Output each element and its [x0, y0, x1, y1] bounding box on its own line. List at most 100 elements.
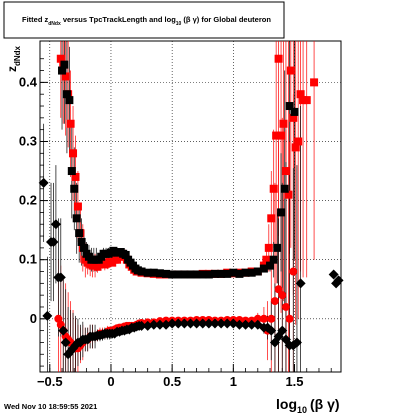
data-point-diamond	[277, 325, 288, 336]
axes: −0.5 0 0.5 1 1.5 0 0.1 0.2 0.3 0.4	[19, 58, 332, 389]
data-point-diamond	[216, 318, 227, 329]
data-point-diamond	[58, 325, 69, 336]
data-point-square	[277, 131, 286, 140]
data-point-diamond	[60, 337, 71, 348]
data-point-diamond	[246, 319, 257, 330]
data-point-diamond	[38, 177, 49, 188]
data-point-square	[60, 60, 69, 69]
data-point-square	[267, 214, 276, 223]
data-point-square	[277, 208, 286, 217]
data-point-square	[269, 255, 278, 264]
data-point-square	[229, 268, 238, 277]
data-point-square	[253, 267, 262, 276]
data-point-circle	[274, 285, 283, 294]
data-point-diamond	[240, 319, 251, 330]
data-point-diamond	[197, 318, 208, 329]
data-point-square	[192, 270, 201, 279]
data-point-square	[302, 96, 311, 105]
data-point-circle	[278, 291, 287, 300]
data-point-square	[279, 119, 288, 128]
data-point-diamond	[50, 219, 61, 230]
data-point-circle	[267, 314, 276, 323]
data-point-square	[62, 90, 71, 99]
x-tick-label: 0.5	[163, 374, 181, 389]
data-point-square	[180, 270, 189, 279]
y-tick-label: 0	[30, 311, 37, 326]
data-point-circle	[289, 267, 298, 276]
data-point-square	[269, 184, 278, 193]
data-point-square	[77, 237, 86, 246]
data-point-diamond	[295, 278, 306, 289]
timestamp: Wed Nov 10 18:59:55 2021	[4, 402, 97, 411]
data-point-square	[71, 172, 80, 181]
data-point-square	[272, 131, 281, 140]
x-tick-label: 0	[107, 374, 114, 389]
data-point-square	[75, 229, 84, 238]
data-point-square	[281, 167, 290, 176]
data-point-square	[280, 184, 289, 193]
data-point-square	[69, 149, 78, 158]
data-point-square	[149, 268, 158, 277]
data-point-square	[284, 190, 293, 199]
data-point-square	[223, 269, 232, 278]
data-point-diamond	[185, 318, 196, 329]
data-point-diamond	[167, 318, 178, 329]
data-point-diamond	[333, 275, 344, 286]
data-point-square	[137, 267, 146, 276]
data-point-diamond	[222, 318, 233, 329]
data-point-square	[264, 243, 273, 252]
data-point-diamond	[179, 318, 190, 329]
data-point-square	[65, 96, 74, 105]
data-point-diamond	[266, 325, 277, 336]
data-point-circle	[253, 314, 262, 323]
data-point-square	[66, 119, 75, 128]
data-point-circle	[259, 314, 268, 323]
data-point-diamond	[148, 319, 159, 330]
data-point-square	[155, 269, 164, 278]
data-point-diamond	[234, 319, 245, 330]
data-point-circle	[270, 297, 279, 306]
data-point-diamond	[154, 319, 165, 330]
data-point-square	[72, 214, 81, 223]
title-box	[3, 1, 285, 39]
data-point-square	[266, 261, 275, 270]
data-point-square	[289, 113, 298, 122]
data-point-square	[274, 54, 283, 63]
data-point-square	[235, 269, 244, 278]
x-axis-label: log10 (β γ)	[276, 396, 340, 414]
data-point-diamond	[173, 318, 184, 329]
data-point-square	[210, 269, 219, 278]
x-tick-label: 1	[230, 374, 237, 389]
data-point-square	[58, 66, 67, 75]
x-tick-label: 1.5	[285, 374, 303, 389]
data-point-diamond	[191, 318, 202, 329]
data-point-square	[198, 270, 207, 279]
data-point-square	[294, 137, 303, 146]
data-point-square	[217, 269, 226, 278]
data-points	[38, 54, 344, 360]
data-point-square	[174, 270, 183, 279]
data-point-square	[290, 107, 299, 116]
data-point-square	[291, 143, 300, 152]
data-point-square	[247, 268, 256, 277]
data-point-square	[241, 268, 250, 277]
y-tick-label: 0.1	[19, 252, 37, 267]
data-point-square	[286, 66, 295, 75]
chart-title: Fitted zdNdx versus TpcTrackLength and l…	[22, 15, 271, 27]
data-point-diamond	[136, 320, 147, 331]
data-point-square	[80, 243, 89, 252]
data-point-square	[262, 255, 271, 264]
data-point-diamond	[209, 318, 220, 329]
data-point-diamond	[328, 269, 339, 280]
data-point-square	[61, 72, 70, 81]
data-point-diamond	[291, 337, 302, 348]
data-point-diamond	[203, 318, 214, 329]
data-point-square	[273, 243, 282, 252]
data-point-square	[168, 270, 177, 279]
data-point-square	[73, 202, 82, 211]
data-point-circle	[281, 302, 290, 311]
y-tick-label: 0.3	[19, 133, 37, 148]
data-point-square	[259, 264, 268, 273]
data-point-diamond	[48, 236, 59, 247]
